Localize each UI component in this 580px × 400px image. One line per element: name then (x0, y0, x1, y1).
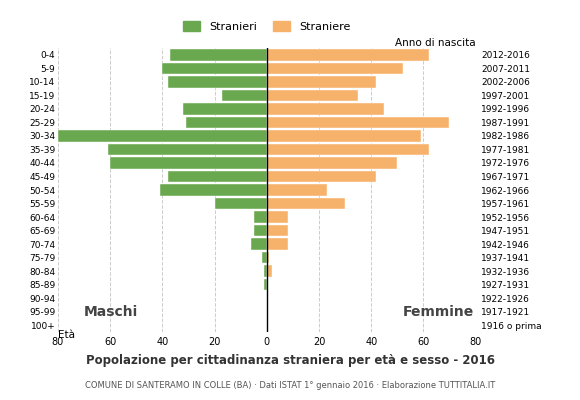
Bar (58, 130, 267, 142)
Bar (251, 238, 267, 250)
Bar (222, 90, 267, 101)
Bar (262, 252, 267, 263)
Bar (267, 184, 327, 196)
Bar (267, 157, 397, 169)
Bar (267, 130, 420, 142)
Text: Maschi: Maschi (84, 305, 139, 319)
Bar (267, 103, 384, 115)
Bar (267, 252, 269, 263)
Bar (267, 225, 288, 236)
Bar (267, 117, 450, 128)
Bar (168, 76, 267, 88)
Bar (267, 265, 272, 277)
Bar (107, 144, 267, 155)
Text: Anno di nascita: Anno di nascita (395, 38, 476, 48)
Bar (264, 279, 267, 290)
Text: COMUNE DI SANTERAMO IN COLLE (BA) · Dati ISTAT 1° gennaio 2016 · Elaborazione TU: COMUNE DI SANTERAMO IN COLLE (BA) · Dati… (85, 381, 495, 390)
Bar (110, 157, 267, 169)
Bar (253, 225, 267, 236)
Bar (186, 117, 267, 128)
Text: Popolazione per cittadinanza straniera per età e sesso - 2016: Popolazione per cittadinanza straniera p… (85, 354, 495, 367)
Bar (170, 49, 267, 60)
Bar (183, 103, 267, 115)
Text: Età: Età (58, 330, 75, 340)
Bar (267, 144, 429, 155)
Text: Femmine: Femmine (403, 305, 474, 319)
Bar (267, 238, 288, 250)
Legend: Stranieri, Straniere: Stranieri, Straniere (179, 17, 355, 36)
Bar (267, 211, 288, 223)
Bar (267, 171, 376, 182)
Bar (264, 265, 267, 277)
Bar (267, 49, 429, 60)
Bar (253, 211, 267, 223)
Bar (267, 198, 345, 209)
Bar (267, 62, 403, 74)
Bar (267, 76, 376, 88)
Bar (162, 62, 267, 74)
Bar (168, 171, 267, 182)
Bar (215, 198, 267, 209)
Bar (267, 90, 358, 101)
Bar (160, 184, 267, 196)
